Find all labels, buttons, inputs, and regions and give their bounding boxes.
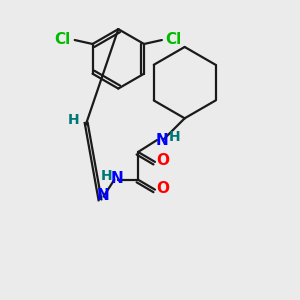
Text: N: N: [111, 171, 124, 186]
Text: O: O: [156, 181, 170, 196]
Text: Cl: Cl: [55, 32, 71, 46]
Text: H: H: [169, 130, 181, 144]
Text: H: H: [68, 113, 80, 127]
Text: Cl: Cl: [166, 32, 182, 46]
Text: N: N: [155, 133, 168, 148]
Text: N: N: [97, 188, 110, 203]
Text: O: O: [156, 153, 170, 168]
Text: H: H: [100, 169, 112, 183]
